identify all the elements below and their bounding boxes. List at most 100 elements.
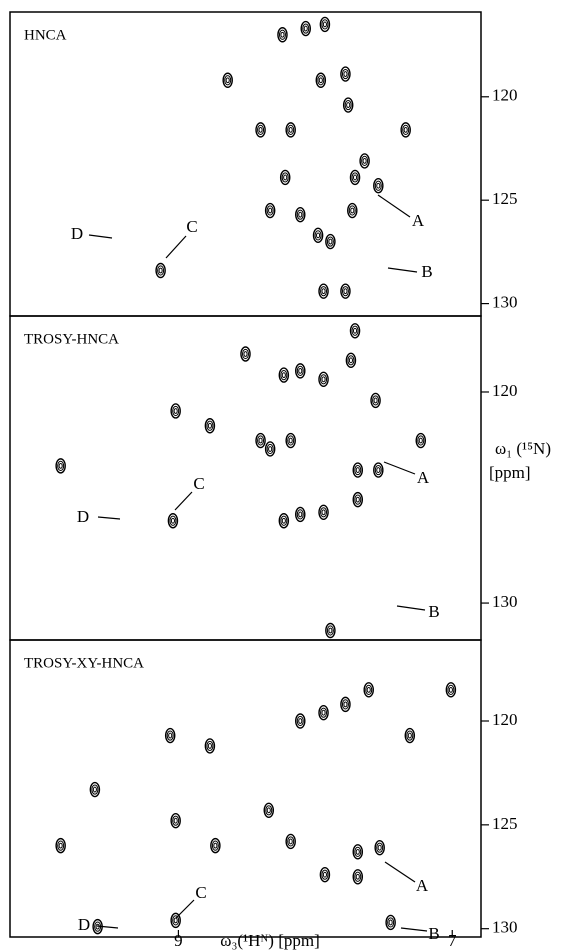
peak bbox=[352, 844, 364, 860]
contour bbox=[255, 432, 266, 449]
contour bbox=[321, 376, 326, 383]
y-tick-label: 120 bbox=[492, 710, 518, 729]
contour bbox=[287, 435, 295, 446]
peak bbox=[285, 833, 296, 850]
contour bbox=[343, 288, 348, 295]
contour bbox=[322, 21, 327, 28]
y-tick-label: 120 bbox=[492, 86, 518, 105]
contour bbox=[168, 732, 173, 739]
contour bbox=[257, 124, 265, 135]
x-tick-label: 9 bbox=[174, 931, 183, 950]
contour bbox=[340, 66, 351, 82]
leader-line bbox=[387, 267, 418, 273]
contour bbox=[317, 75, 325, 86]
contour bbox=[242, 348, 249, 360]
peak bbox=[255, 432, 266, 449]
peak bbox=[319, 866, 331, 883]
contour bbox=[354, 494, 362, 505]
contour bbox=[374, 839, 385, 856]
contour bbox=[318, 283, 329, 299]
contour bbox=[158, 267, 163, 274]
contour bbox=[288, 437, 293, 444]
contour bbox=[376, 182, 381, 189]
contour bbox=[319, 866, 331, 883]
contour bbox=[320, 507, 328, 518]
annotation: A bbox=[417, 468, 430, 487]
peak bbox=[300, 20, 311, 37]
contour bbox=[92, 786, 97, 793]
contour bbox=[225, 77, 230, 84]
leader-line bbox=[377, 194, 411, 218]
panel-frame bbox=[9, 639, 482, 938]
contour bbox=[213, 842, 218, 849]
peak bbox=[352, 491, 364, 508]
contour bbox=[318, 371, 329, 388]
contour bbox=[407, 732, 412, 739]
peak bbox=[340, 66, 351, 82]
peak bbox=[359, 153, 370, 169]
peak bbox=[374, 839, 385, 856]
contour bbox=[288, 126, 293, 133]
contour bbox=[341, 286, 349, 297]
leader-line bbox=[175, 899, 195, 919]
contour bbox=[295, 506, 306, 523]
contour bbox=[57, 840, 65, 851]
contour bbox=[326, 625, 334, 636]
contour bbox=[296, 715, 304, 727]
peak bbox=[318, 504, 329, 520]
panel-title: HNCA bbox=[24, 27, 67, 43]
contour bbox=[296, 509, 304, 520]
contour bbox=[348, 357, 353, 364]
leader-line bbox=[165, 235, 187, 259]
contour bbox=[352, 462, 364, 478]
contour bbox=[204, 738, 216, 754]
contour bbox=[354, 464, 362, 476]
contour bbox=[343, 701, 348, 708]
leader-line bbox=[384, 861, 416, 883]
peak bbox=[312, 227, 324, 244]
peak bbox=[295, 713, 306, 729]
y-tick-label: 125 bbox=[492, 814, 518, 833]
contour bbox=[206, 740, 214, 752]
contour bbox=[318, 504, 329, 520]
peak bbox=[89, 781, 101, 798]
peak bbox=[222, 72, 233, 88]
contour bbox=[157, 265, 165, 276]
contour bbox=[352, 174, 358, 181]
peak bbox=[325, 233, 336, 250]
peak bbox=[263, 802, 275, 819]
contour bbox=[58, 842, 63, 849]
contour bbox=[280, 31, 285, 38]
contour bbox=[210, 837, 221, 854]
contour bbox=[328, 238, 333, 245]
contour bbox=[263, 802, 275, 819]
contour bbox=[296, 209, 304, 220]
x-tick-label: 7 bbox=[448, 931, 457, 950]
contour bbox=[418, 437, 423, 444]
contour bbox=[172, 815, 180, 826]
annotation: A bbox=[412, 211, 425, 230]
contour bbox=[264, 202, 276, 219]
contour bbox=[373, 178, 384, 194]
peak bbox=[277, 27, 288, 43]
contour bbox=[298, 511, 303, 518]
contour bbox=[57, 460, 65, 471]
contour bbox=[447, 684, 455, 695]
peak bbox=[204, 738, 216, 754]
contour bbox=[374, 464, 382, 476]
contour bbox=[265, 805, 273, 816]
contour bbox=[278, 367, 290, 383]
contour bbox=[280, 515, 288, 526]
panel-title: TROSY-HNCA bbox=[24, 331, 119, 347]
peak bbox=[445, 682, 457, 698]
contour bbox=[278, 29, 286, 40]
peak bbox=[319, 16, 331, 33]
contour bbox=[342, 97, 354, 113]
panel-frame bbox=[9, 11, 482, 317]
y-tick-label: 130 bbox=[492, 592, 518, 611]
peak bbox=[349, 323, 361, 339]
contour bbox=[387, 917, 395, 928]
leader-line bbox=[400, 927, 428, 932]
contour bbox=[170, 517, 175, 524]
